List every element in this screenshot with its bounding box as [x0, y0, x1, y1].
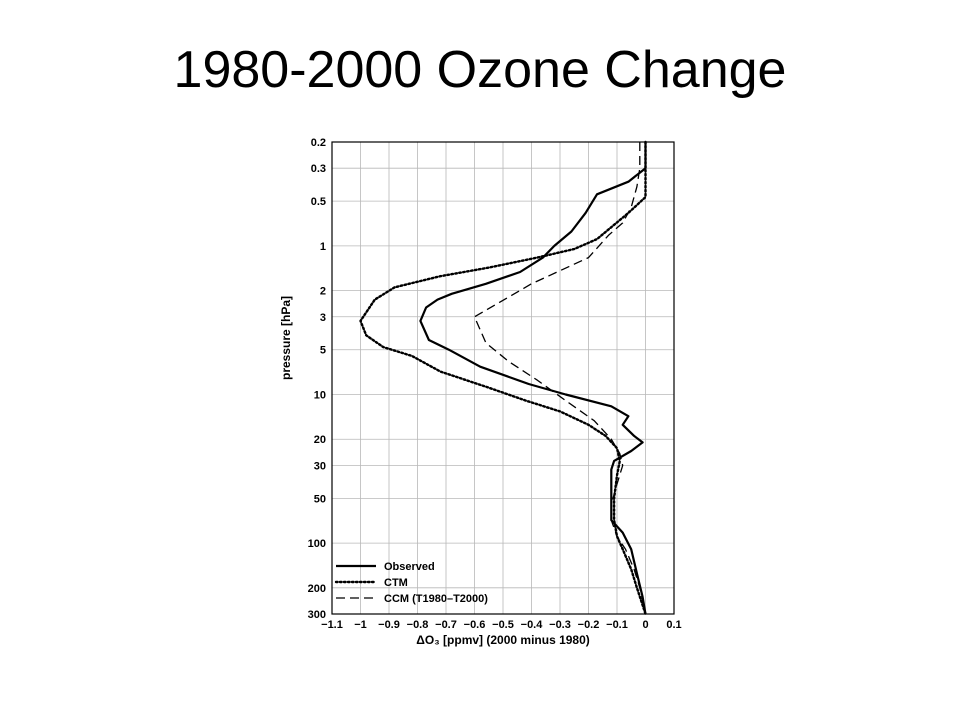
y-tick-label: 3: [320, 312, 326, 324]
slide-title: 1980-2000 Ozone Change: [173, 41, 787, 99]
x-tick-label: −1: [354, 619, 367, 631]
legend-label: CTM: [384, 577, 408, 589]
tick-labels: −1.1 −1 −0.9 −0.8 −0.7 −0.6 −0.5 −0.4 −0.3 −0.2 −0…: [308, 137, 682, 631]
y-tick-label: 100: [308, 538, 326, 550]
y-tick-label: 1: [320, 241, 326, 253]
y-tick-label: 20: [314, 434, 326, 446]
y-tick-label: 2: [320, 286, 326, 298]
x-tick-label: −0.3: [549, 619, 571, 631]
y-tick-label: 200: [308, 583, 326, 595]
x-tick-label: 0: [642, 619, 648, 631]
x-tick-label: −0.8: [407, 619, 429, 631]
y-tick-label: 5: [320, 345, 326, 357]
series-line-dashed: [473, 142, 647, 615]
x-tick-label: −0.2: [578, 619, 600, 631]
x-tick-label: −0.6: [464, 619, 486, 631]
grid: [331, 141, 675, 615]
series-lines: [359, 140, 647, 616]
y-tick-label: 300: [308, 609, 326, 621]
x-tick-label: 0.1: [666, 619, 681, 631]
series-line-solid: [419, 142, 647, 615]
legend-label: CCM (T1980–T2000): [384, 593, 488, 605]
x-tick-label: −0.1: [606, 619, 628, 631]
x-tick-label: −0.4: [521, 619, 544, 631]
y-tick-label: 10: [314, 389, 326, 401]
x-axis-label: ΔO₃ [ppmv] (2000 minus 1980): [416, 633, 590, 647]
x-tick-label: −0.7: [435, 619, 457, 631]
legend-label: Observed: [384, 561, 435, 573]
y-axis-label: pressure [hPa]: [279, 296, 293, 380]
x-tick-label: −0.5: [492, 619, 514, 631]
y-tick-label: 30: [314, 460, 326, 472]
y-tick-label: 0.5: [311, 196, 326, 208]
ozone-change-chart: −1.1 −1 −0.9 −0.8 −0.7 −0.6 −0.5 −0.4 −0.3 −0.2 −0…: [279, 137, 682, 647]
y-tick-label: 0.2: [311, 137, 326, 149]
series-line-dotted: [359, 140, 647, 616]
x-tick-label: −1.1: [321, 619, 343, 631]
y-tick-label: 50: [314, 493, 326, 505]
y-tick-label: 0.3: [311, 163, 326, 175]
plot-frame: [331, 141, 675, 615]
x-tick-label: −0.9: [378, 619, 400, 631]
legend: Observed CTM CCM (T1980–T2000): [334, 561, 488, 605]
